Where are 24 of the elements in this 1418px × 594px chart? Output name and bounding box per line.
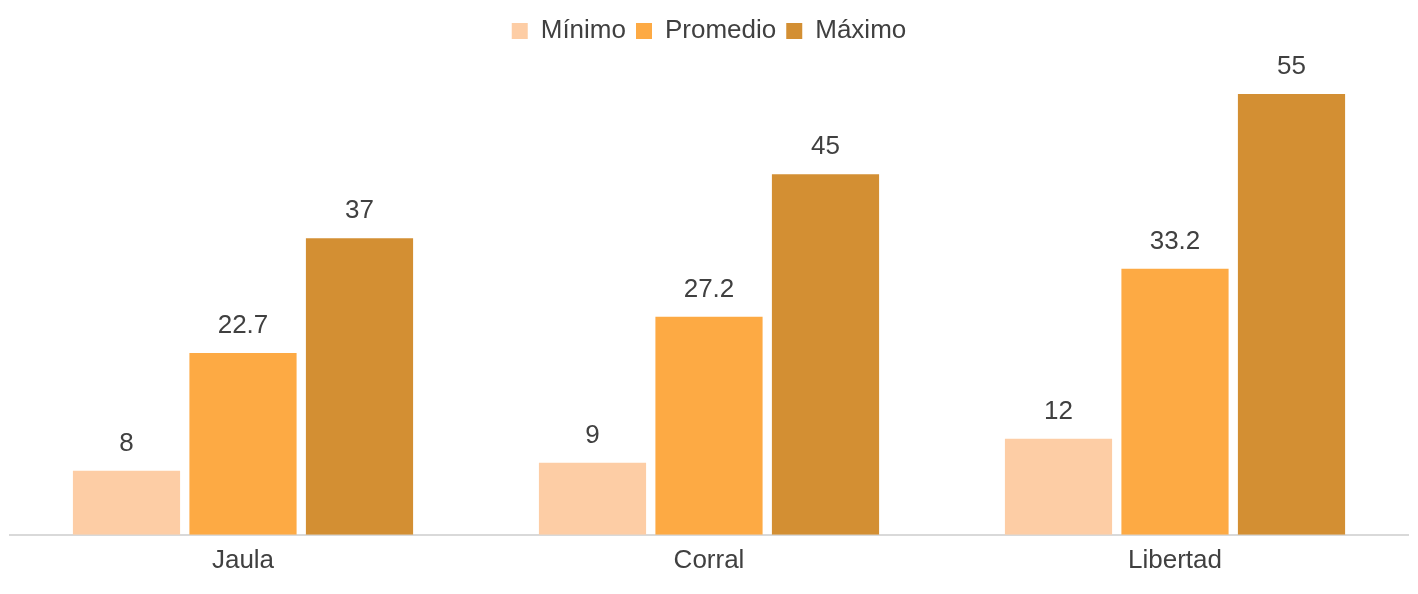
data-label: 37 [345, 194, 374, 225]
legend-label: Máximo [815, 14, 907, 45]
x-tick-label: Libertad [1128, 543, 1222, 574]
bar [655, 316, 763, 535]
data-label: 27.2 [683, 273, 735, 304]
bar [72, 470, 181, 535]
x-tick-label: Corral [673, 543, 745, 574]
bar [1004, 438, 1113, 535]
data-label: 9 [585, 418, 600, 449]
legend-label: Mínimo [540, 14, 626, 45]
bar [305, 238, 414, 535]
data-label: 45 [811, 130, 840, 161]
legend-label: Promedio [664, 14, 777, 45]
bar [1121, 268, 1229, 535]
bar [538, 462, 647, 535]
data-label: 22.7 [217, 309, 269, 340]
bar [189, 352, 297, 535]
data-label: 12 [1044, 394, 1073, 425]
x-tick-label: Jaula [211, 543, 275, 574]
bar [1237, 94, 1346, 535]
bar [771, 174, 880, 535]
data-label: 8 [119, 426, 134, 457]
data-label: 33.2 [1149, 224, 1201, 255]
data-label: 55 [1277, 50, 1306, 81]
